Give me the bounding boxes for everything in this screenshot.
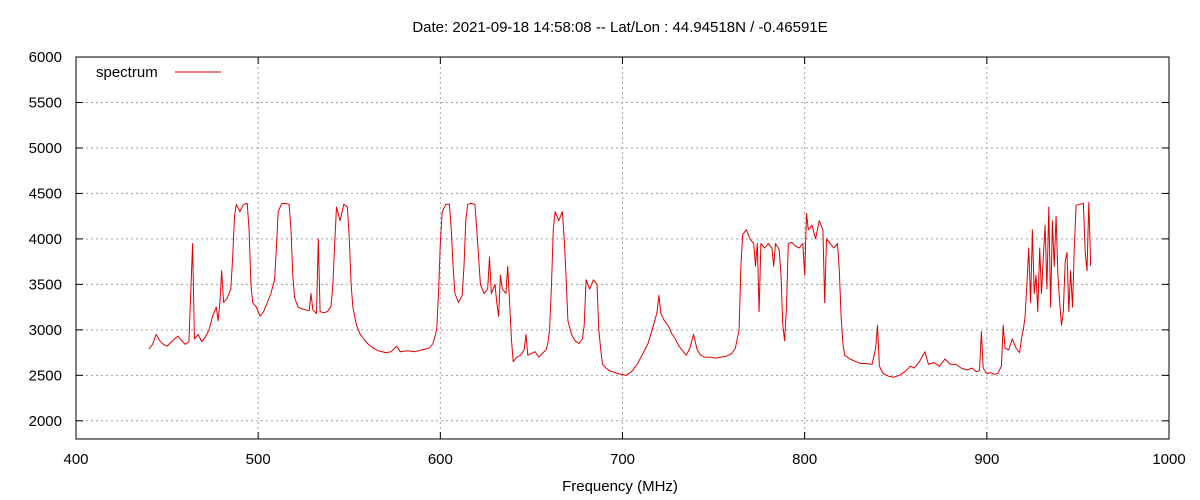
y-tick-label: 3000 (29, 322, 62, 339)
x-tick-label: 400 (63, 451, 88, 468)
y-axis-ticks: 2000 2500 3000 3500 4000 4500 5000 5500 6000 (29, 49, 1169, 430)
y-tick-label: 5000 (29, 140, 62, 157)
series-group (148, 202, 1092, 378)
legend-label: spectrum (96, 64, 158, 81)
y-tick-label: 5500 (29, 94, 62, 111)
y-tick-label: 2500 (29, 367, 62, 384)
x-axis-title: Frequency (MHz) (562, 478, 678, 495)
y-tick-label: 3500 (29, 276, 62, 293)
chart-title: Date: 2021-09-18 14:58:08 -- Lat/Lon : 4… (412, 19, 827, 36)
grid-lines (76, 57, 1169, 439)
x-axis-ticks: 400 500 600 700 800 900 1000 (63, 57, 1186, 468)
series-line-spectrum (148, 202, 1092, 378)
y-tick-label: 4500 (29, 185, 62, 202)
x-tick-label: 700 (610, 451, 635, 468)
x-tick-label: 1000 (1152, 451, 1185, 468)
x-tick-label: 900 (974, 451, 999, 468)
x-tick-label: 800 (792, 451, 817, 468)
y-tick-label: 2000 (29, 413, 62, 430)
plot-frame (75, 56, 1170, 440)
y-tick-label: 6000 (29, 49, 62, 66)
legend: spectrum (96, 64, 221, 81)
y-tick-label: 4000 (29, 231, 62, 248)
x-tick-label: 500 (246, 451, 271, 468)
x-tick-label: 600 (428, 451, 453, 468)
